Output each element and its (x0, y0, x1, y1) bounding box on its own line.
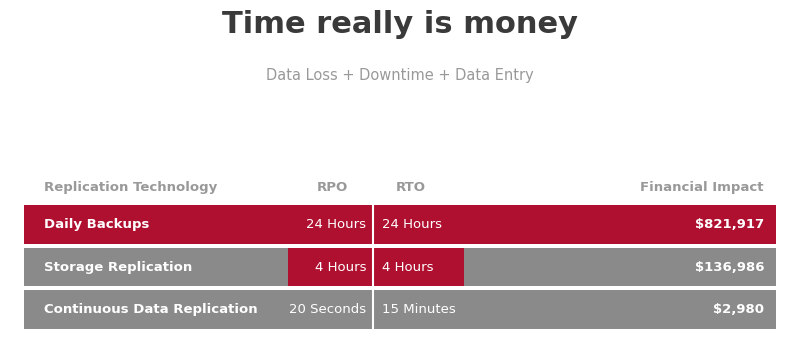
Text: 4 Hours: 4 Hours (315, 261, 366, 273)
Text: Financial Impact: Financial Impact (641, 181, 764, 194)
Bar (24, 247, 776, 287)
Text: Data Loss + Downtime + Data Entry: Data Loss + Downtime + Data Entry (266, 68, 534, 82)
Text: RPO: RPO (317, 181, 348, 194)
Text: RTO: RTO (396, 181, 426, 194)
Text: $821,917: $821,917 (695, 218, 764, 231)
Text: Daily Backups: Daily Backups (44, 218, 150, 231)
Bar (24, 206, 776, 244)
Bar (24, 290, 776, 329)
Text: 4 Hours: 4 Hours (382, 261, 434, 273)
Text: 24 Hours: 24 Hours (306, 218, 366, 231)
Text: $2,980: $2,980 (713, 303, 764, 316)
Text: Time really is money: Time really is money (222, 10, 578, 39)
Text: Storage Replication: Storage Replication (44, 261, 192, 273)
Text: Replication Technology: Replication Technology (44, 181, 218, 194)
Text: 20 Seconds: 20 Seconds (290, 303, 366, 316)
Bar (373, 247, 464, 287)
Text: Continuous Data Replication: Continuous Data Replication (44, 303, 258, 316)
Text: 15 Minutes: 15 Minutes (382, 303, 456, 316)
Text: 24 Hours: 24 Hours (382, 218, 442, 231)
Bar (288, 247, 373, 287)
Text: $136,986: $136,986 (694, 261, 764, 273)
